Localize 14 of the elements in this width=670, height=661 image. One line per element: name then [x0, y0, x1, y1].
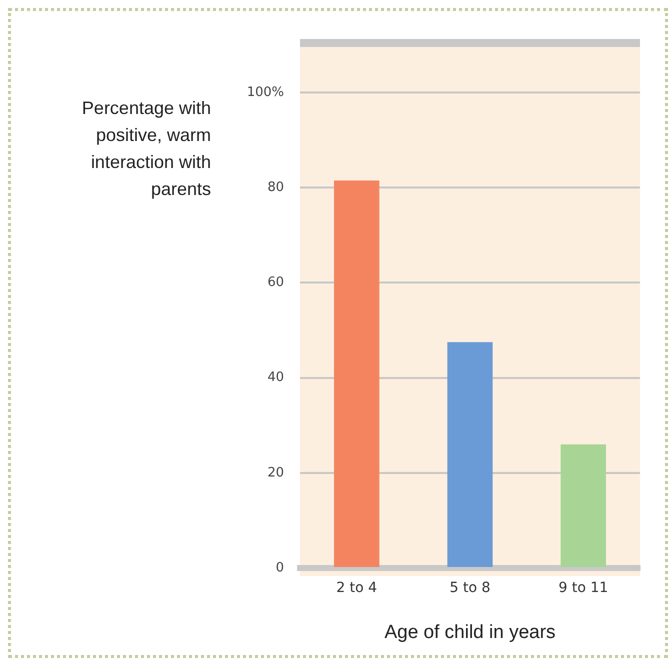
y-tick-label: 0: [276, 560, 284, 576]
bar: [447, 342, 493, 567]
y-tick-label: 20: [267, 465, 284, 480]
x-tick-label: 5 to 8: [450, 580, 490, 596]
y-tick-label: 80: [267, 180, 284, 196]
bar: [560, 444, 606, 567]
y-tick-label: 60: [267, 275, 284, 290]
x-tick-label: 9 to 11: [558, 580, 608, 596]
x-axis-title: Age of child in years: [384, 622, 556, 643]
y-tick-label: 40: [267, 370, 284, 386]
x-tick-label: 2 to 4: [336, 580, 378, 596]
y-axis-title: Percentage with positive, warm interaction with parents: [80, 97, 211, 201]
y-tick-label: 100%: [246, 84, 284, 100]
bar: [334, 180, 380, 567]
